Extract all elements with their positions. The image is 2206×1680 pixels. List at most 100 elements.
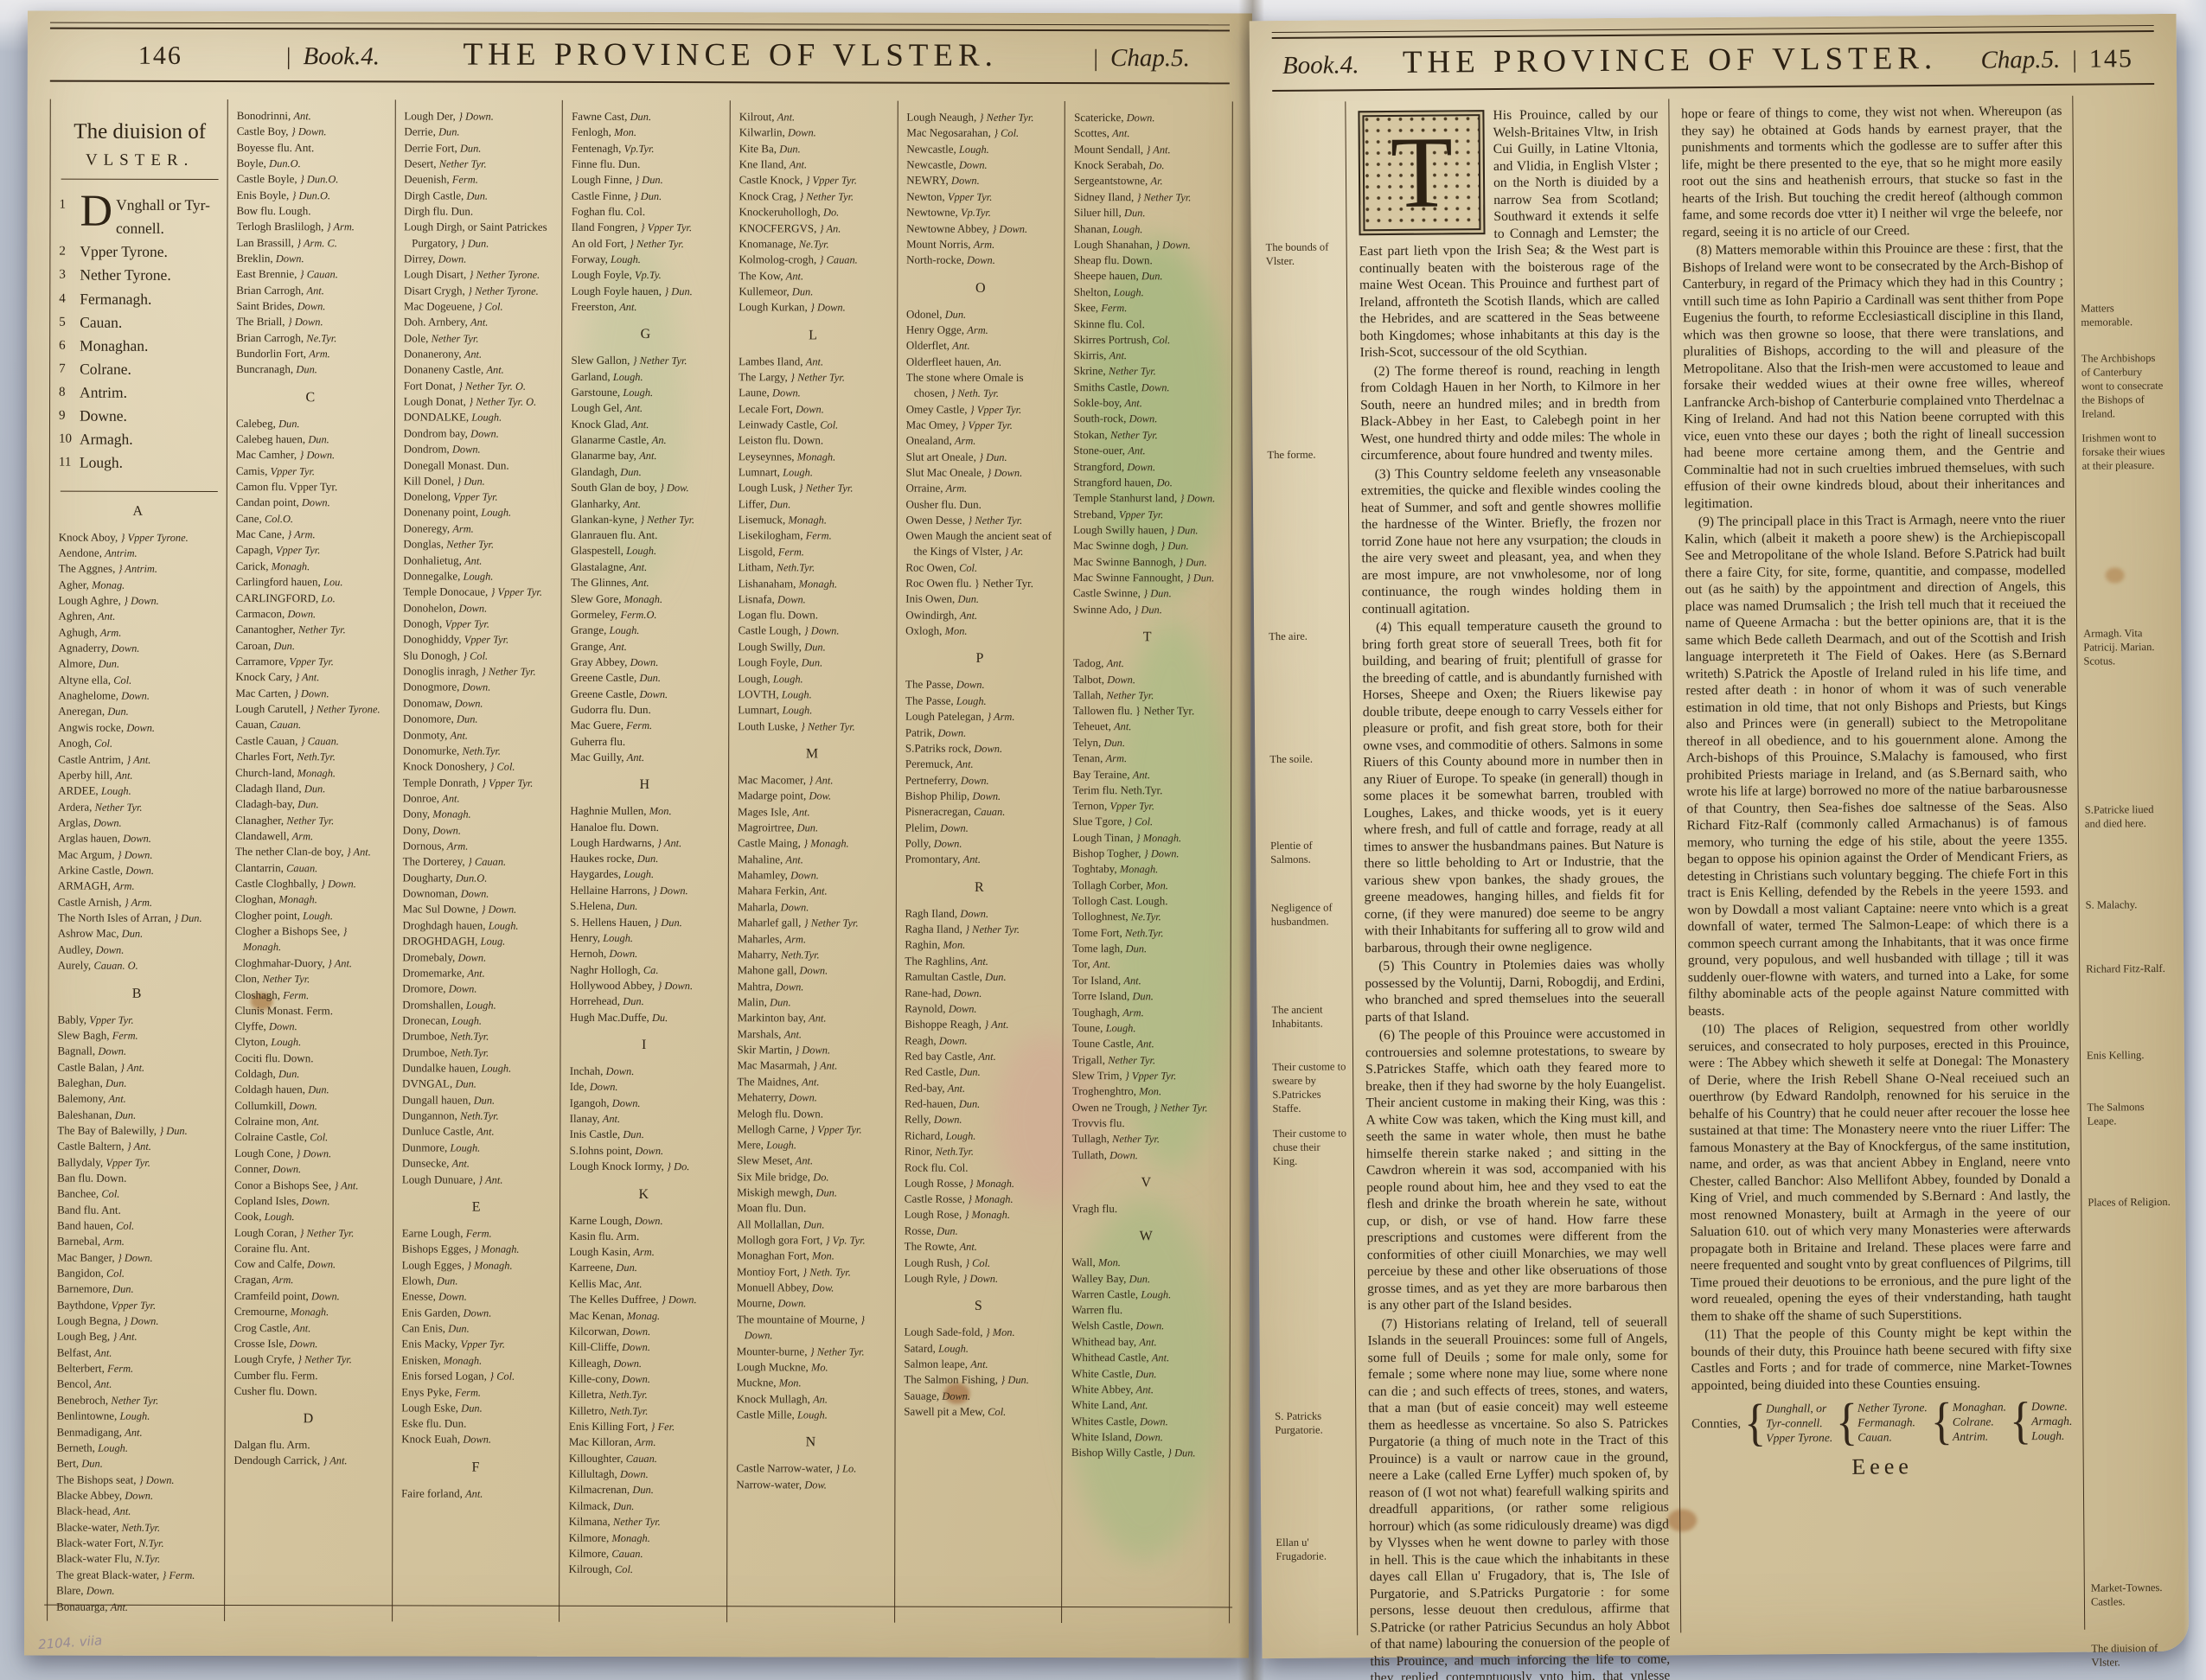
gazetteer-entry: CARLINGFORD, Lo. <box>235 591 336 604</box>
margin-note: The Salmons Leape. <box>2087 1101 2145 1127</box>
gazetteer-entry: Lough Gel, Ant. <box>571 401 643 415</box>
gazetteer-entry: Red-bay, Ant. <box>905 1081 966 1095</box>
gazetteer-entry: Glankan-kyne, } Nether Tyr. <box>571 512 695 527</box>
gazetteer-entry: Iland Fongren, } Vpper Tyr. <box>571 220 693 234</box>
gazetteer-entry: Ilanay, Ant. <box>569 1111 621 1126</box>
gazetteer-entry: Tollagh Corber, Mon. <box>1072 878 1168 892</box>
gazetteer-entry: Monaghan Fort, Mon. <box>736 1249 834 1262</box>
margin-note: The Archbishops of Canterbury wont to co… <box>2081 352 2164 421</box>
section-letter: T <box>1142 629 1154 645</box>
gazetteer-entry: Aneregan, Dun. <box>58 705 129 719</box>
gazetteer-entry: Bably, Vpper Tyr. <box>57 1012 134 1026</box>
gazetteer-entry: Lough Shanahan, } Down. <box>1073 237 1191 252</box>
gazetteer-entry: The Passe, Lough. <box>905 693 987 707</box>
gazetteer-entry: Castle Balan, } Ant. <box>57 1060 145 1074</box>
gazetteer-entry: Orraine, Arm. <box>905 482 968 495</box>
gazetteer-entry: Sauage, Down. <box>904 1389 971 1402</box>
gazetteer-column-5: Lough Neaugh, } Nether Tyr. Mac Negosarah… <box>894 100 1066 1624</box>
gazetteer-entry: Red bay Castle, Ant. <box>905 1049 996 1063</box>
gazetteer-entry: Toughagh, Arm. <box>1071 1005 1144 1019</box>
gazetteer-entry: Can Enis, Dun. <box>401 1321 470 1335</box>
gazetteer-entry: Barnemore, Dun. <box>56 1281 134 1296</box>
gazetteer-entry: Monuell Abbey, Dow. <box>736 1281 834 1294</box>
page-number: 145 <box>2088 44 2134 73</box>
gazetteer-entry: Dromebaly, Down. <box>402 949 487 964</box>
gazetteer-entry: Lan Brassill, } Arm. C. <box>236 235 337 249</box>
gazetteer-entry: Greene Castle, Dun. <box>570 671 661 685</box>
margin-note: Market-Townes. Castles. <box>2090 1581 2163 1608</box>
gazetteer-entry: Lough Foyle hauen, } Dun. <box>571 284 693 297</box>
section-letter: F <box>471 1460 483 1475</box>
gazetteer-entry: Terlogh Braslilogh, } Arm. <box>236 220 355 233</box>
gazetteer-entry: Kite Ba, Dun. <box>739 141 801 156</box>
gazetteer-entry: Lough Lusk, } Nether Tyr. <box>738 481 854 495</box>
gazetteer-entry: Mac Killoran, Arm. <box>568 1435 656 1449</box>
main-text: T His Prouince, called by our Welsh-Brita… <box>1345 95 2086 1680</box>
gazetteer-entry: Hugh Mac.Duffe, Du. <box>569 1010 668 1024</box>
gazetteer-entry: Lough Finne, } Dun. <box>571 173 663 187</box>
section-letter: H <box>639 777 653 793</box>
book-number: Book.4. <box>1282 51 1359 80</box>
gazetteer-entry: Clon, Nether Tyr. <box>234 972 310 986</box>
section-letter: N <box>805 1434 819 1450</box>
section-letter: E <box>471 1199 483 1215</box>
gazetteer-entry: Collumkill, Down. <box>234 1098 317 1112</box>
gazetteer-entry: Slew Trim, } Vpper Tyr. <box>1071 1069 1177 1083</box>
margin-note: The bounds of Vlster. <box>1265 240 1329 268</box>
paragraph: T His Prouince, called by our Welsh-Brita… <box>1358 106 1660 361</box>
gazetteer-entry: Lough Neaugh, } Nether Tyr. <box>906 110 1034 124</box>
gazetteer-entry: Disart Crygh, } Nether Tyrone. <box>403 284 539 297</box>
gazetteer-entry: Faire forland, Ant. <box>401 1486 483 1500</box>
gazetteer-entry: Glanrauen flu. Ant. <box>571 528 658 542</box>
gazetteer-entry: Lumnart, Lough. <box>738 465 813 479</box>
margin-note: Their custome to chuse their King. <box>1272 1127 1347 1168</box>
gazetteer-entry: Ballydaly, Vpper Tyr. <box>57 1155 150 1169</box>
gazetteer-entry: Baleghan, Dun. <box>57 1076 127 1089</box>
gazetteer-entry: Strangford hauen, Do. <box>1073 475 1173 489</box>
gazetteer-entry: Glanharky, Ant. <box>571 496 642 510</box>
gazetteer-entry: Aurely, Cauan. O. <box>57 958 138 972</box>
counties-label: Connties, <box>1691 1416 1742 1432</box>
gazetteer-entry: Teheuet, Ant. <box>1072 719 1132 733</box>
gathering-signature: Eeee <box>1851 1453 1913 1479</box>
gazetteer-entry: Strangford, Down. <box>1073 459 1156 473</box>
gazetteer-entry: Kullemeor, Dun. <box>739 284 814 298</box>
gazetteer-entry: Newton, Vpper Tyr. <box>906 189 993 203</box>
gazetteer-entry: Canantogher, Nether Tyr. <box>235 623 346 636</box>
gazetteer-entry: DROGHDAGH, Loug. <box>402 934 506 948</box>
gazetteer-entry: Band flu. Ant. <box>57 1203 121 1217</box>
gazetteer-entry: Pertneferry, Down. <box>905 773 989 787</box>
gazetteer-entry: Kill-Cliffe, Down. <box>569 1340 650 1354</box>
gazetteer-entry: Boyle, Dun.O. <box>236 156 301 170</box>
gazetteer-entry: Donhalietug, Ant. <box>403 553 483 567</box>
gazetteer-entry: Hollywood Abbey, } Down. <box>569 978 694 993</box>
gazetteer-entry: Sawell pit a Mew, Col. <box>904 1404 1007 1418</box>
division-list-item: 8 Antrim. <box>59 383 128 401</box>
gazetteer-entry: ARDEE, Lough. <box>58 783 131 798</box>
gazetteer-entry: Knock Cary, } Ant. <box>235 670 320 684</box>
gazetteer-entry: Toune, Lough. <box>1071 1020 1136 1035</box>
gazetteer-entry: Droghdagh hauen, Lough. <box>402 918 519 932</box>
gazetteer-entry: Sidney Iland, } Nether Tyr. <box>1073 189 1192 204</box>
gazetteer-entry: The Passe, Down. <box>905 678 985 692</box>
paragraph: (8) Matters memorable within this Prouin… <box>1682 240 2065 511</box>
gazetteer-entry: Streband, Vpper Tyr. <box>1073 507 1164 521</box>
gazetteer-entry: Roc Owen, Col. <box>905 560 978 574</box>
page-left: 146 | Book.4. THE PROVINCE OF VLSTER. | … <box>24 10 1252 1658</box>
gazetteer-entry: Newcastle, Lough. <box>906 142 989 156</box>
gazetteer-entry: Clunis Monast. Ferm. <box>234 1003 333 1018</box>
gazetteer-entry: Henry Ogge, Arm. <box>905 323 988 336</box>
section-letter: B <box>131 986 144 1001</box>
gazetteer-entry: Black-water Fort, N.Tyr. <box>56 1536 164 1549</box>
gazetteer-entry: Tenan, Arm. <box>1072 751 1128 765</box>
gazetteer-entry: Lough Foyle, Dun. <box>738 655 823 669</box>
gazetteer-entry: Telyn, Dun. <box>1072 735 1125 749</box>
gazetteer-entry: Castle Antrim, } Ant. <box>58 752 151 766</box>
gazetteer-entry: Clandawell, Arm. <box>234 828 314 843</box>
gazetteer-entry: Lisemuck, Monagh. <box>738 513 827 527</box>
gazetteer-entry: Ragh Iland, Down. <box>905 906 989 920</box>
gazetteer-entry: Enesse, Down. <box>401 1289 467 1303</box>
gazetteer-entry: North-rocke, Down. <box>906 252 995 267</box>
gazetteer-entry: Dornous, Arm. <box>402 839 469 853</box>
